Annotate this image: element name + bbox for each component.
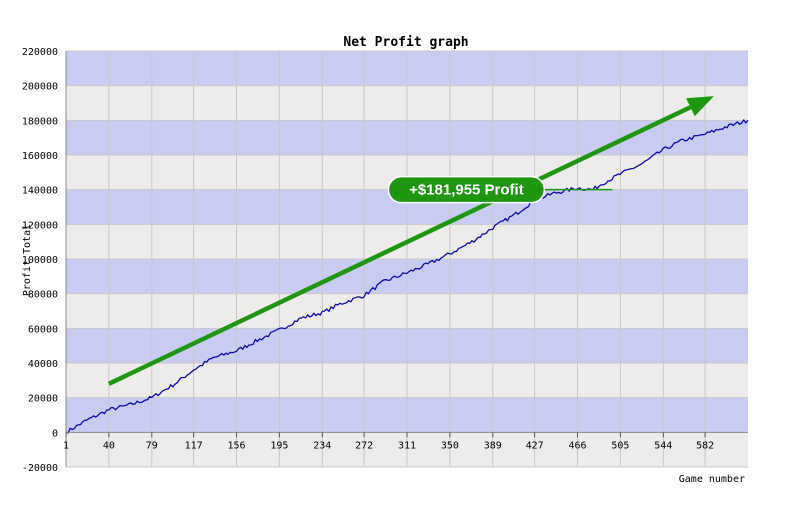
- x-tick-labels: 1 40 79 117 156 195 234 272 311 350 389 427 466 505 54…: [63, 440, 714, 451]
- axes: [65, 51, 748, 467]
- x-tick-label: 505: [611, 440, 629, 451]
- x-tick-label: 427: [526, 440, 544, 451]
- y-tick-label: -20000: [22, 463, 58, 474]
- profit-line: [65, 118, 749, 434]
- x-tick-label: 311: [398, 440, 416, 451]
- x-tick-label: 156: [227, 440, 245, 451]
- x-axis-label: Game number: [679, 474, 745, 485]
- y-tick-label: 40000: [28, 359, 58, 370]
- x-tick-label: 350: [441, 440, 459, 451]
- profit-line-layer: [65, 118, 749, 434]
- y-tick-label: 0: [52, 428, 58, 439]
- y-tick-label: 160000: [22, 151, 58, 162]
- trend-arrow-head: [686, 96, 714, 117]
- y-tick-labels: -20000 0 20000 40000 60000 80000 100000 120000 1…: [22, 47, 58, 474]
- profit-badge-text: +$181,955 Profit: [409, 182, 524, 199]
- x-tick-label: 466: [568, 440, 586, 451]
- x-tick-label: 272: [355, 440, 373, 451]
- annotation-layer: +$181,955 Profit: [107, 96, 714, 386]
- chart-title: Net Profit graph: [343, 35, 468, 50]
- y-tick-label: 60000: [28, 324, 58, 335]
- x-tick-label: 582: [696, 440, 714, 451]
- x-tick-label: 234: [313, 440, 331, 451]
- y-tick-label: 120000: [22, 220, 58, 231]
- x-tick-label: 79: [146, 440, 158, 451]
- trend-arrow-shaft: [107, 105, 692, 386]
- x-tick-label: 117: [185, 440, 203, 451]
- x-tick-label: 389: [484, 440, 502, 451]
- x-tick-label: 1: [63, 440, 69, 451]
- profit-badge: [387, 175, 546, 204]
- x-tick-label: 544: [654, 440, 672, 451]
- y-axis-label: Profit Total: [22, 224, 33, 296]
- y-tick-label: 180000: [22, 116, 58, 127]
- x-tick-label: 195: [270, 440, 288, 451]
- x-tick-label: 40: [103, 440, 115, 451]
- y-tick-label: 140000: [22, 186, 58, 197]
- y-tick-label: 100000: [22, 255, 58, 266]
- y-tick-label: 220000: [22, 47, 58, 58]
- y-tick-label: 200000: [22, 82, 58, 93]
- y-tick-label: 80000: [28, 290, 58, 301]
- y-tick-label: 20000: [28, 394, 58, 405]
